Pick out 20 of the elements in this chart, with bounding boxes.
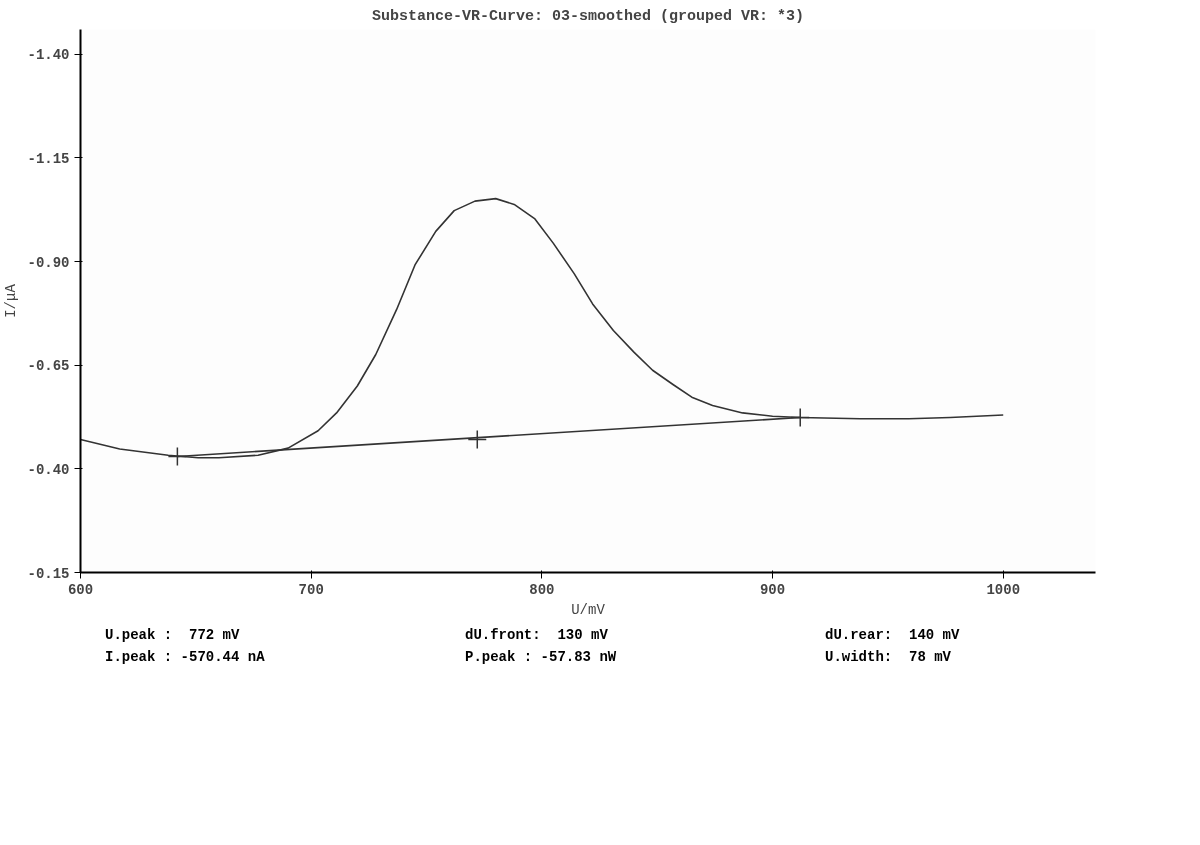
y-tick-label: -0.90 (27, 254, 70, 271)
x-tick-label: 600 (67, 581, 94, 598)
x-tick-label: 900 (759, 581, 786, 598)
text: dU.front: 130 mV (465, 626, 609, 645)
text: I.peak : -570.44 nA (105, 648, 266, 667)
y-tick-label: -0.15 (27, 565, 70, 582)
text: U.width: 78 mV (825, 648, 953, 667)
y-tick-label: -1.15 (27, 151, 70, 167)
chart-title: Substance-VR-Curve: 03-smoothed (grouped VR: *3) (371, 7, 805, 25)
y-tick-label: -0.40 (27, 461, 70, 478)
text: dU.rear: 140 mV (825, 626, 961, 645)
y-tick-label: -0.65 (27, 358, 70, 375)
text: U.peak : 772 mV (105, 626, 241, 645)
text: P.peak : -57.83 nW (465, 648, 618, 667)
x-tick-label: 1000 (986, 581, 1021, 598)
x-tick-label: 700 (298, 581, 324, 598)
y-axis-title: I/μA (3, 283, 20, 318)
x-axis-title: U/mV (571, 601, 606, 618)
x-tick-label: 800 (529, 581, 555, 598)
y-tick-label: -1.40 (27, 47, 70, 64)
